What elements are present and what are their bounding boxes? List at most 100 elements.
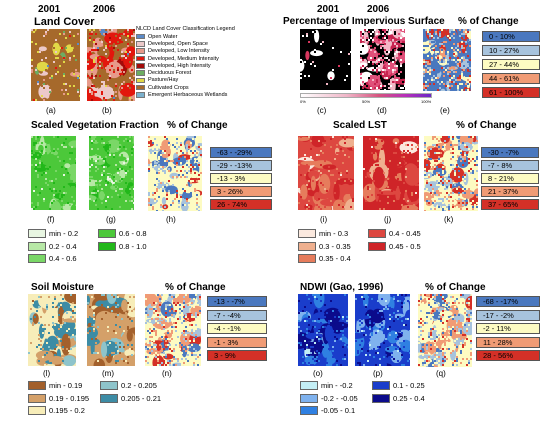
map-pixel xyxy=(197,328,199,330)
map-pixel xyxy=(32,360,34,362)
map-pixel xyxy=(389,314,391,316)
map-pixel xyxy=(152,176,154,178)
map-pixel xyxy=(476,164,478,166)
impervious-colorbar xyxy=(300,93,432,98)
map-pixel xyxy=(426,360,428,362)
map-pixel xyxy=(125,51,127,53)
map-pixel xyxy=(185,334,187,336)
map-pixel xyxy=(195,336,197,338)
map-pixel xyxy=(48,332,50,334)
caption-i: (i) xyxy=(320,215,328,224)
map-pixel xyxy=(117,318,119,320)
map-pixel xyxy=(133,188,134,190)
map-pixel xyxy=(185,326,187,328)
lc-year-2006: 2006 xyxy=(93,4,116,15)
map-pixel xyxy=(366,39,368,41)
map-pixel xyxy=(61,67,63,69)
map-pixel xyxy=(121,51,123,53)
map-pixel xyxy=(332,330,334,332)
map-pixel xyxy=(438,316,440,318)
map-pixel xyxy=(423,75,425,77)
map-pixel xyxy=(472,172,474,174)
map-pixel xyxy=(163,338,165,340)
map-pixel xyxy=(105,85,107,87)
map-pixel xyxy=(340,330,342,332)
map-pixel xyxy=(409,358,410,360)
map-pixel xyxy=(105,29,107,31)
map-pixel xyxy=(312,358,314,360)
map-pixel xyxy=(452,156,454,158)
map-pixel xyxy=(93,184,95,186)
map-pixel xyxy=(65,37,67,39)
map-pixel xyxy=(166,202,168,204)
map-pixel xyxy=(446,304,448,306)
map-pixel xyxy=(470,192,472,194)
map-pixel xyxy=(170,136,172,138)
map-pixel xyxy=(439,39,441,41)
map-pixel xyxy=(65,83,67,85)
map-pixel xyxy=(392,39,394,41)
map-pixel xyxy=(465,51,467,53)
map-pixel xyxy=(95,170,97,172)
map-pixel xyxy=(180,142,182,144)
map-pixel xyxy=(446,298,448,300)
map-pixel xyxy=(375,352,377,354)
map-pixel xyxy=(387,178,389,180)
map-pixel xyxy=(433,79,435,81)
map-pixel xyxy=(436,190,438,192)
map-pixel xyxy=(418,364,420,366)
map-pixel xyxy=(451,69,453,71)
map-pixel xyxy=(367,360,369,362)
map-pixel xyxy=(338,178,340,180)
map-pixel xyxy=(442,162,444,164)
map-pixel xyxy=(101,85,103,87)
map-pixel xyxy=(183,296,185,298)
map-pixel xyxy=(199,298,201,300)
map-pixel xyxy=(89,180,91,182)
map-pixel xyxy=(176,168,178,170)
map-pixel xyxy=(180,194,182,196)
map-pixel xyxy=(463,69,465,71)
map-pixel xyxy=(153,354,155,356)
map-pixel xyxy=(316,350,318,352)
map-pixel xyxy=(371,330,373,332)
map-pixel xyxy=(77,75,79,77)
map-pixel xyxy=(185,316,187,318)
map-pixel xyxy=(320,43,322,45)
map-pixel xyxy=(97,49,99,51)
map-pixel xyxy=(115,302,117,304)
land-cover-legend-item: Deciduous Forest xyxy=(136,69,235,76)
map-pixel xyxy=(407,350,409,352)
map-pixel xyxy=(166,164,168,166)
map-pixel xyxy=(400,45,402,47)
map-pixel xyxy=(407,300,409,302)
map-pixel xyxy=(117,136,119,138)
map-pixel xyxy=(444,330,446,332)
map-pixel xyxy=(129,188,131,190)
map-pixel xyxy=(429,75,431,77)
map-region xyxy=(309,36,316,45)
map-pixel xyxy=(38,338,40,340)
class-legend-item: 0.195 - 0.2 xyxy=(28,406,85,415)
map-pixel xyxy=(174,142,176,144)
map-pixel xyxy=(394,53,396,55)
map-pixel xyxy=(31,164,33,166)
map-pixel xyxy=(465,33,467,35)
map-pixel xyxy=(369,302,371,304)
map-pixel xyxy=(393,312,395,314)
map-pixel xyxy=(397,200,399,202)
map-pixel xyxy=(65,47,67,49)
map-pixel xyxy=(452,152,454,154)
map-pixel xyxy=(439,57,441,59)
map-pixel xyxy=(409,152,411,154)
map-pixel xyxy=(77,43,79,45)
map-pixel xyxy=(170,160,172,162)
map-pixel xyxy=(469,75,471,77)
map-pixel xyxy=(172,194,174,196)
map-pixel xyxy=(470,354,472,356)
map-pixel xyxy=(306,294,308,296)
map-pixel xyxy=(149,330,151,332)
map-pixel xyxy=(463,65,465,67)
imp-year-2001: 2001 xyxy=(317,4,340,15)
map-pixel xyxy=(457,87,459,89)
